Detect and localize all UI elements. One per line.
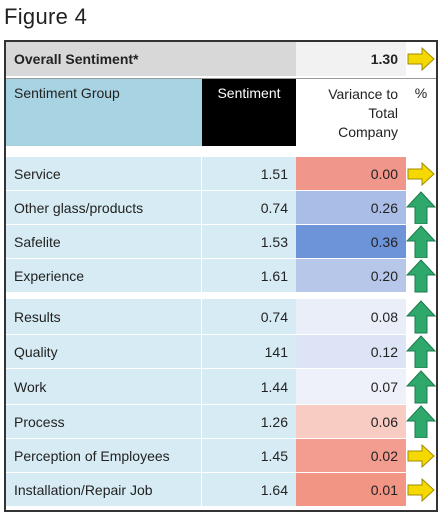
up-arrow-icon: [406, 224, 436, 258]
header-variance: Variance to Total Company: [328, 86, 398, 140]
row-sentiment-value: 141: [202, 335, 296, 368]
row-sentiment-group: Process: [6, 405, 202, 438]
right-arrow-icon: [407, 161, 435, 186]
up-arrow-icon: [406, 369, 436, 403]
up-arrow-icon: [406, 334, 436, 368]
row-variance-value: 0.00: [296, 157, 406, 190]
table-row: Installation/Repair Job 1.64 0.01: [6, 472, 436, 506]
header-sentiment: Sentiment: [202, 79, 296, 146]
row-variance-value: 0.01: [296, 473, 406, 506]
row-trend-cell: [406, 258, 436, 292]
row-variance-value: 0.12: [296, 335, 406, 368]
header-sentiment-group: Sentiment Group: [6, 79, 202, 146]
row-sentiment-group: Experience: [6, 259, 202, 292]
row-sentiment-value: 1.64: [202, 473, 296, 506]
row-variance-value: 0.02: [296, 439, 406, 472]
row-sentiment-value: 1.61: [202, 259, 296, 292]
row-sentiment-group: Work: [6, 369, 202, 404]
row-sentiment-value: 0.74: [202, 299, 296, 334]
header-row: Sentiment Group Sentiment Variance to To…: [6, 78, 436, 146]
row-sentiment-group: Safelite: [6, 225, 202, 258]
row-variance-value: 0.07: [296, 369, 406, 404]
row-sentiment-group: Service: [6, 157, 202, 190]
up-arrow-icon: [406, 299, 436, 333]
row-variance-value: 0.20: [296, 259, 406, 292]
row-sentiment-group: Results: [6, 299, 202, 334]
table-row: Safelite 1.53 0.36: [6, 224, 436, 258]
right-arrow-icon: [407, 443, 435, 468]
table-row: Service 1.51 0.00: [6, 156, 436, 190]
overall-arrow-cell: [406, 42, 436, 76]
row-trend-cell: [406, 224, 436, 258]
overall-sentiment-value: 1.30: [296, 42, 406, 76]
right-arrow-icon: [407, 46, 435, 72]
row-trend-cell: [406, 334, 436, 368]
up-arrow-icon: [406, 258, 436, 292]
row-variance-value: 0.36: [296, 225, 406, 258]
row-sentiment-value: 1.45: [202, 439, 296, 472]
table-row: Perception of Employees 1.45 0.02: [6, 438, 436, 472]
up-arrow-icon: [406, 190, 436, 224]
row-trend-cell: [406, 404, 436, 438]
row-trend-cell: [406, 190, 436, 224]
table-row: Work 1.44 0.07: [6, 368, 436, 404]
right-arrow-icon: [407, 477, 435, 502]
row-sentiment-group: Perception of Employees: [6, 439, 202, 472]
table-row: Quality 141 0.12: [6, 334, 436, 368]
row-sentiment-value: 1.51: [202, 157, 296, 190]
row-sentiment-value: 1.44: [202, 369, 296, 404]
overall-sentiment-label: Overall Sentiment*: [6, 42, 296, 76]
row-trend-cell: [406, 369, 436, 404]
row-sentiment-group: Other glass/products: [6, 191, 202, 224]
row-variance-value: 0.08: [296, 299, 406, 334]
row-trend-cell: [406, 299, 436, 334]
row-variance-value: 0.26: [296, 191, 406, 224]
table-row: Other glass/products 0.74 0.26: [6, 190, 436, 224]
row-variance-value: 0.06: [296, 405, 406, 438]
row-trend-cell: [406, 439, 436, 472]
overall-sentiment-row: Overall Sentiment* 1.30: [6, 42, 436, 76]
table-row: Experience 1.61 0.20: [6, 258, 436, 292]
header-percent: %: [414, 85, 428, 101]
row-sentiment-group: Installation/Repair Job: [6, 473, 202, 506]
row-trend-cell: [406, 473, 436, 506]
row-sentiment-value: 1.53: [202, 225, 296, 258]
up-arrow-icon: [406, 404, 436, 438]
row-trend-cell: [406, 157, 436, 190]
row-sentiment-group: Quality: [6, 335, 202, 368]
sentiment-table: Overall Sentiment* 1.30 Sentiment Group …: [4, 40, 438, 512]
row-sentiment-value: 0.74: [202, 191, 296, 224]
table-row: Results 0.74 0.08: [6, 298, 436, 334]
row-sentiment-value: 1.26: [202, 405, 296, 438]
figure-title: Figure 4: [4, 4, 88, 29]
table-row: Process 1.26 0.06: [6, 404, 436, 438]
